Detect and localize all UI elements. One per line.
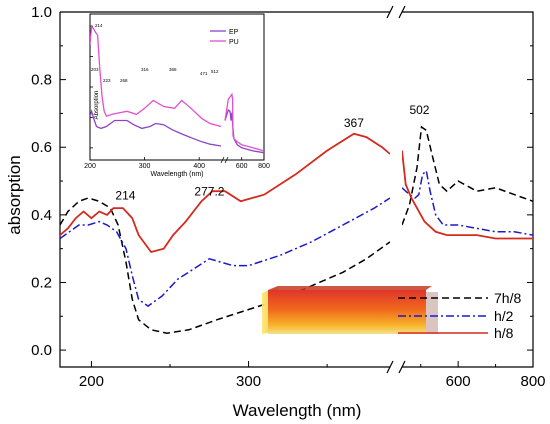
crystal-photo — [262, 286, 438, 334]
axis-break-gap — [391, 6, 401, 18]
series-line-h-8 — [60, 132, 390, 254]
series-line-7h-8 — [402, 125, 533, 226]
axis-break-mark — [386, 360, 394, 374]
inset-series-line-PU — [90, 24, 222, 128]
inset-x-tick-label: 600 — [236, 163, 248, 170]
inset-series-line-PU — [224, 92, 264, 152]
legend-label-h-8: h/8 — [494, 325, 514, 341]
x-tick-label: 300 — [236, 373, 261, 390]
inset-x-axis-label: Wavelength (nm) — [150, 171, 203, 178]
legend-label-7h-8: 7h/8 — [494, 290, 521, 306]
inset-peak-annotation: 214 — [95, 23, 103, 28]
legend-label-h-2: h/2 — [494, 308, 514, 324]
inset-axis-break-mark — [224, 156, 229, 164]
inset-peak-annotation: 368 — [169, 67, 177, 72]
crystal-body — [268, 290, 426, 334]
inset-peak-annotation: 223 — [103, 78, 111, 83]
x-axis-label: Wavelength (nm) — [233, 401, 362, 420]
y-tick-label: 0.4 — [31, 207, 52, 224]
inset-axis-break-mark — [220, 156, 225, 164]
crystal-top-face — [268, 286, 432, 290]
inset-peak-annotation: 203 — [91, 67, 99, 72]
inset-legend-label-PU: PU — [229, 39, 239, 46]
main-axis-frame-right — [402, 11, 534, 368]
y-tick-label: 0.2 — [31, 274, 52, 291]
inset-legend-label-EP: EP — [229, 29, 239, 36]
peak-annotation: 502 — [409, 103, 429, 117]
x-tick-label: 600 — [446, 373, 471, 390]
peak-annotation: 277.2 — [194, 185, 224, 199]
inset-peak-annotation: 512 — [211, 69, 219, 74]
axis-break-mark — [398, 360, 406, 374]
peak-annotation: 367 — [344, 116, 364, 130]
inset-series-line-EP — [90, 109, 222, 147]
inset-peak-annotation: 471 — [200, 71, 208, 76]
axis-break-mark — [386, 5, 394, 19]
y-tick-label: 0.6 — [31, 139, 52, 156]
crystal-shadow — [426, 292, 438, 334]
peak-annotation: 214 — [115, 189, 135, 203]
series-line-h-8 — [402, 150, 533, 240]
inset-y-axis-label: Absorption — [94, 91, 100, 120]
series-line-h-2 — [402, 169, 533, 236]
inset-x-tick-label: 200 — [84, 163, 96, 170]
inset-peak-annotation: 268 — [120, 78, 128, 83]
main-axis-frame-left — [59, 12, 390, 368]
axis-break-mark — [398, 5, 406, 19]
y-axis-label: absorption — [5, 155, 24, 234]
y-tick-label: 0.0 — [31, 342, 52, 359]
series-line-h-2 — [60, 197, 390, 308]
y-tick-label: 1.0 — [31, 4, 52, 21]
inset-x-tick-label: 800 — [258, 163, 270, 170]
inset-x-tick-label: 400 — [193, 163, 205, 170]
inset-frame — [89, 13, 265, 161]
inset-x-tick-label: 300 — [139, 163, 151, 170]
series-line-7h-8 — [60, 197, 390, 334]
inset-peak-annotation: 316 — [141, 67, 149, 72]
x-tick-label: 800 — [520, 373, 545, 390]
y-tick-label: 0.8 — [31, 72, 52, 89]
axis-break-gap — [391, 361, 401, 373]
x-tick-label: 200 — [79, 373, 104, 390]
